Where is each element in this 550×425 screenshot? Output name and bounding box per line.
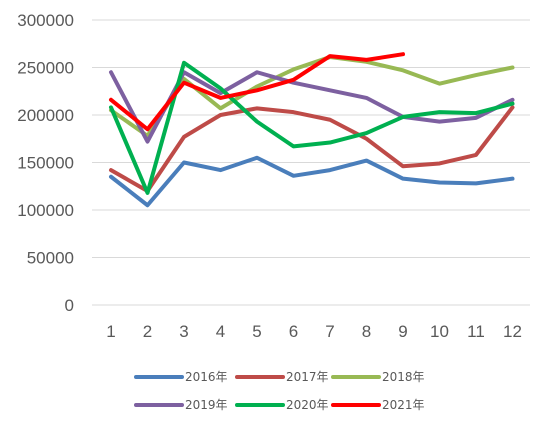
x-tick-label: 11 [467,322,485,341]
legend-label: 2017年 [286,370,329,384]
x-tick-label: 7 [325,322,334,341]
legend-label: 2018年 [382,370,425,384]
x-tick-label: 12 [503,322,522,341]
y-tick-label: 300000 [17,11,74,30]
series-line-2020年 [109,60,515,195]
legend-item: 2016年 [134,370,228,384]
x-tick-label: 5 [252,322,261,341]
legend-item: 2019年 [134,398,228,412]
series-line-2016年 [109,155,515,208]
y-tick-label: 100000 [17,201,74,220]
y-tick-label: 200000 [17,106,74,125]
series-line-2021年 [109,52,405,132]
x-tick-label: 9 [398,322,407,341]
x-axis-tick-labels: 1 2 3 4 5 6 7 8 9 10 11 12 [106,322,522,341]
legend-item: 2021年 [331,398,425,412]
x-tick-label: 1 [106,322,115,341]
x-tick-label: 6 [289,322,298,341]
series-lines [109,52,515,208]
y-tick-label: 0 [65,296,74,315]
y-tick-label: 250000 [17,59,74,78]
x-tick-label: 2 [143,322,152,341]
y-tick-label: 50000 [27,249,74,268]
legend-label: 2021年 [382,398,425,412]
legend-item: 2020年 [235,398,329,412]
legend-label: 2019年 [185,398,228,412]
x-tick-label: 4 [216,322,225,341]
series-line-2017年 [109,105,515,193]
y-axis-tick-labels: 0 50000 100000 150000 200000 250000 300000 [17,11,74,315]
x-tick-label: 10 [430,322,449,341]
legend: 2016年 2017年 2018年 2019年 2020年 2021年 [134,370,425,412]
legend-label: 2016年 [185,370,228,384]
legend-item: 2018年 [331,370,425,384]
legend-item: 2017年 [235,370,329,384]
y-tick-label: 150000 [17,154,74,173]
legend-label: 2020年 [286,398,329,412]
x-tick-label: 8 [362,322,371,341]
x-tick-label: 3 [179,322,188,341]
